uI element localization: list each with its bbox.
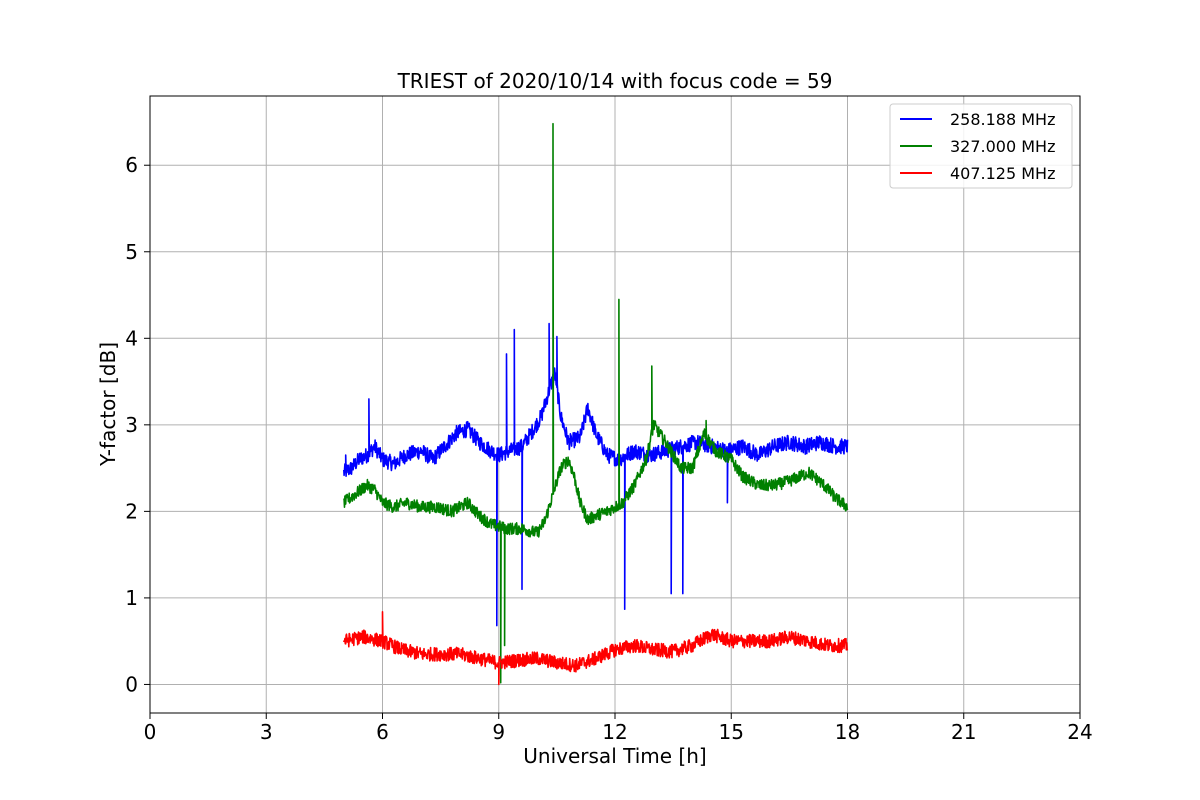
y-tick-label: 4 [125, 326, 138, 350]
x-tick-label: 18 [835, 720, 860, 744]
legend-label: 258.188 MHz [950, 110, 1055, 129]
legend-box [889, 103, 1073, 189]
legend-label: 407.125 MHz [950, 164, 1055, 183]
x-tick-label: 0 [144, 720, 157, 744]
x-tick-label: 9 [492, 720, 505, 744]
x-tick-label: 6 [376, 720, 389, 744]
x-tick-label: 21 [951, 720, 976, 744]
x-tick-label: 24 [1067, 720, 1092, 744]
series-line-3 [343, 611, 849, 686]
x-axis-label: Universal Time [h] [523, 744, 706, 768]
x-tick-label: 15 [719, 720, 744, 744]
y-tick-label: 2 [125, 499, 138, 523]
x-tick-label: 12 [602, 720, 627, 744]
y-tick-label: 0 [125, 672, 138, 696]
y-tick-label: 1 [125, 586, 138, 610]
chart-title: TRIEST of 2020/10/14 with focus code = 5… [397, 69, 833, 93]
series-line-2 [343, 122, 849, 684]
legend: 258.188 MHz 327.000 MHz 407.125 MHz [889, 103, 1073, 189]
y-tick-label: 6 [125, 153, 138, 177]
series-layer [343, 122, 849, 686]
legend-label: 327.000 MHz [950, 137, 1055, 156]
series-line-1 [343, 322, 849, 627]
y-axis-label: Y-factor [dB] [96, 342, 120, 467]
y-tick-label: 3 [125, 413, 138, 437]
x-tick-label: 3 [260, 720, 273, 744]
y-tick-label: 5 [125, 240, 138, 264]
